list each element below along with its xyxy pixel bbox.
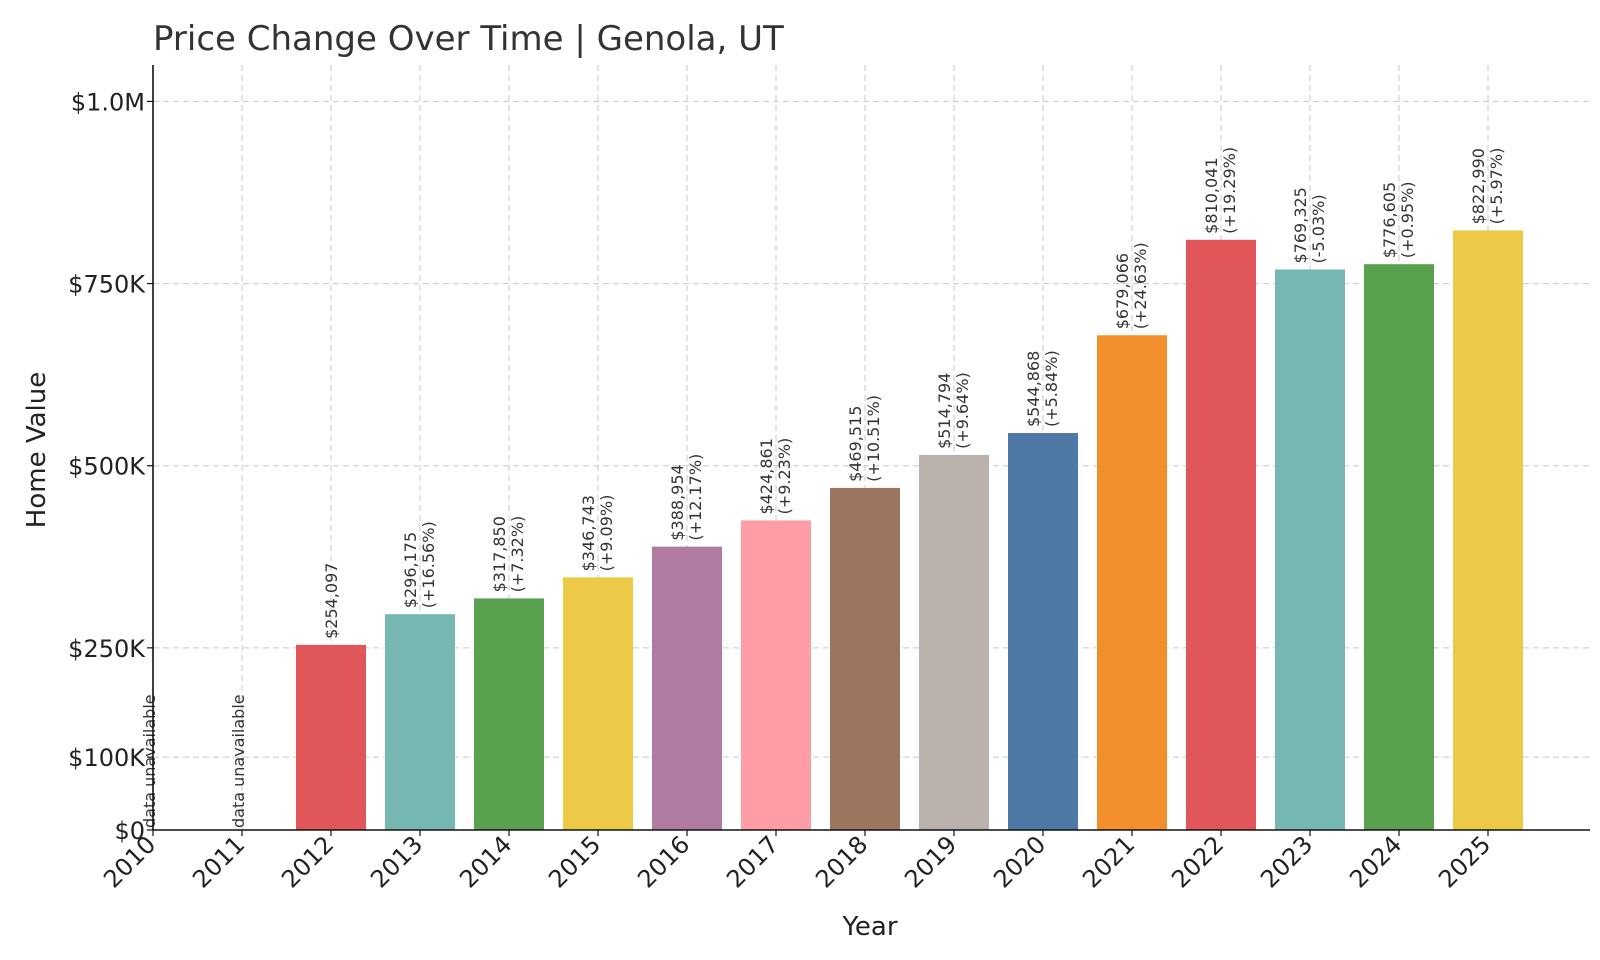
y-tick-label: $250K	[68, 635, 146, 663]
y-ticks: $0 $100K $250K $500K $750K $1.0M	[68, 88, 153, 845]
value-label: $822,990	[1469, 148, 1488, 224]
value-label: $346,743	[579, 495, 598, 571]
bar-2015	[563, 577, 633, 830]
data-unavailable-label: data unavailable	[229, 694, 248, 828]
x-tick-label: 2015	[543, 830, 606, 893]
bar-2020	[1008, 433, 1078, 830]
change-label: (+24.63%)	[1131, 242, 1150, 329]
y-tick-label: $750K	[68, 271, 146, 299]
x-tick-label: 2021	[1077, 830, 1140, 893]
x-ticks: 2010 2011 2012 2013 2014 2015 2016 2017 2018 2019…	[98, 830, 1496, 893]
change-label: (+16.56%)	[419, 521, 438, 608]
x-axis-label: Year	[841, 912, 897, 942]
x-tick-label: 2017	[721, 830, 784, 893]
value-label: $424,861	[757, 438, 776, 514]
value-label: $679,066	[1113, 253, 1132, 329]
y-tick-label: $100K	[68, 744, 146, 772]
bar-2024	[1364, 264, 1434, 831]
change-label: (+19.29%)	[1220, 147, 1239, 234]
bar-2025	[1453, 230, 1523, 830]
bar-2017	[741, 520, 811, 830]
data-unavailable-label: data unavailable	[140, 694, 159, 828]
change-label: (+9.09%)	[597, 495, 616, 572]
x-tick-label: 2023	[1255, 830, 1318, 893]
x-tick-label: 2013	[365, 830, 428, 893]
bar-2023	[1275, 269, 1345, 830]
x-tick-label: 2011	[187, 830, 250, 893]
bar-2014	[474, 598, 544, 830]
value-label: $776,605	[1380, 182, 1399, 258]
x-tick-label: 2012	[276, 830, 339, 893]
value-label: $296,175	[401, 532, 420, 608]
x-tick-label: 2018	[810, 830, 873, 893]
x-tick-label: 2014	[454, 830, 517, 893]
value-label: $388,954	[668, 464, 687, 540]
change-label: (+9.23%)	[775, 438, 794, 515]
value-label: $254,097	[322, 563, 341, 639]
bar-2012	[296, 644, 366, 830]
change-label: (-5.03%)	[1309, 194, 1328, 263]
value-label: $514,794	[935, 373, 954, 449]
data-labels: data unavailable data unavailable $254,097…	[140, 147, 1506, 828]
x-tick-label: 2024	[1344, 830, 1407, 893]
bar-2021	[1097, 335, 1167, 830]
chart-title: Price Change Over Time | Genola, UT	[153, 19, 784, 59]
change-label: (+12.17%)	[686, 454, 705, 541]
change-label: (+5.84%)	[1042, 350, 1061, 427]
x-tick-label: 2022	[1166, 830, 1229, 893]
y-tick-label: $1.0M	[71, 88, 145, 116]
change-label: (+7.32%)	[508, 516, 527, 593]
x-tick-label: 2025	[1433, 830, 1496, 893]
y-tick-label: $500K	[68, 453, 146, 481]
change-label: (+5.97%)	[1487, 148, 1506, 225]
change-label: (+10.51%)	[864, 395, 883, 482]
x-tick-label: 2016	[632, 830, 695, 893]
value-label: $317,850	[490, 516, 509, 592]
y-axis-label: Home Value	[22, 372, 52, 528]
value-label: $769,325	[1291, 187, 1310, 263]
x-tick-label: 2019	[899, 830, 962, 893]
value-label: $544,868	[1024, 351, 1043, 427]
bars	[296, 230, 1523, 831]
bar-2022	[1186, 239, 1256, 830]
value-label: $810,041	[1202, 157, 1221, 233]
bar-2013	[385, 614, 455, 830]
bar-2016	[652, 546, 722, 830]
axes	[152, 65, 1590, 831]
y-tick-label: $0	[114, 817, 145, 845]
bar-2019	[919, 454, 989, 830]
value-label: $469,515	[846, 406, 865, 482]
change-label: (+9.64%)	[953, 372, 972, 449]
change-label: (+0.95%)	[1398, 181, 1417, 258]
x-tick-label: 2020	[988, 830, 1051, 893]
bar-2018	[830, 487, 900, 830]
